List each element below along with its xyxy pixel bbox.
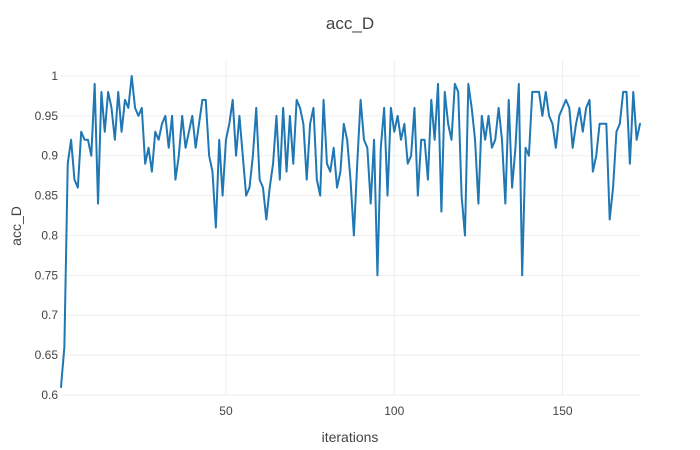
series-line [60, 74, 641, 389]
y-tick-label: 0.75 [35, 268, 59, 282]
x-tick-label: 50 [219, 404, 233, 418]
x-gridlines [225, 60, 564, 395]
y-tick-label: 0.8 [41, 228, 58, 242]
y-axis-label: acc_D [8, 206, 24, 246]
y-tick-label: 0.85 [35, 189, 59, 203]
y-tick-label: 1 [51, 69, 58, 83]
series-layer [60, 74, 641, 389]
x-axis-ticks: 50 100 150 [219, 404, 573, 418]
y-tick-label: 0.6 [41, 388, 58, 402]
y-tick-label: 0.9 [41, 149, 58, 163]
x-tick-label: 150 [553, 404, 573, 418]
y-axis-ticks: 0.6 0.65 0.7 0.75 0.8 0.85 0.9 0.95 1 [35, 69, 59, 402]
y-tick-label: 0.7 [41, 308, 58, 322]
chart-title: acc_D [326, 14, 374, 33]
y-tick-label: 0.95 [35, 109, 59, 123]
x-axis-label: iterations [322, 429, 379, 445]
x-tick-label: 100 [384, 404, 404, 418]
y-tick-label: 0.65 [35, 348, 59, 362]
